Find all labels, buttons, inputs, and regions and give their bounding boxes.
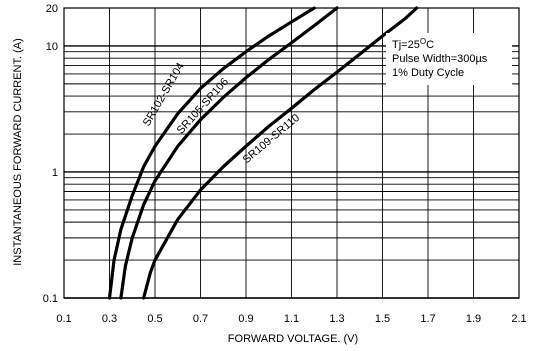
- series-label-1: SR102-SR104: [141, 61, 187, 128]
- x-tick-label: 1.1: [284, 313, 299, 325]
- x-tick-label: 0.1: [56, 313, 71, 325]
- x-tick-label: 0.7: [193, 313, 208, 325]
- y-tick-label: 10: [46, 41, 58, 53]
- x-axis-title: FORWARD VOLTAGE. (V): [228, 333, 358, 345]
- plot-frame: [63, 7, 520, 299]
- note-duty-cycle: 1% Duty Cycle: [392, 67, 464, 79]
- test-conditions-note: Tj=25OC Pulse Width=300µs 1% Duty Cycle: [386, 33, 512, 85]
- x-tick-labels: 0.1 0.3 0.5 0.7 0.9 1.1 1.3 1.5 1.7 1.9 2.1: [56, 313, 526, 325]
- x-tick-label: 0.3: [102, 313, 117, 325]
- x-tick-label: 1.5: [375, 313, 390, 325]
- x-tick-label: 1.7: [420, 313, 435, 325]
- data-curves: [107, 6, 419, 300]
- x-tick-label: 1.3: [329, 313, 344, 325]
- note-temperature: Tj=25OC: [392, 37, 434, 51]
- y-tick-labels: 0.1 1 10 20: [43, 3, 58, 305]
- x-tick-label: 0.5: [147, 313, 162, 325]
- y-tick-label: 1: [52, 167, 58, 179]
- x-tick-label: 1.9: [466, 313, 481, 325]
- x-tick-label: 0.9: [238, 313, 253, 325]
- series-line-3: [142, 6, 419, 300]
- y-tick-label: 0.1: [43, 293, 58, 305]
- y-axis-title: INSTANTANEOUS FORWARD CURRENT. (A): [12, 38, 24, 266]
- x-tick-label: 2.1: [511, 313, 526, 325]
- series-label-3: SR109-SR110: [241, 112, 302, 166]
- y-tick-label: 20: [46, 3, 58, 15]
- note-pulse-width: Pulse Width=300µs: [392, 53, 488, 65]
- series-line-2: [119, 6, 339, 300]
- series-line-1: [107, 6, 316, 300]
